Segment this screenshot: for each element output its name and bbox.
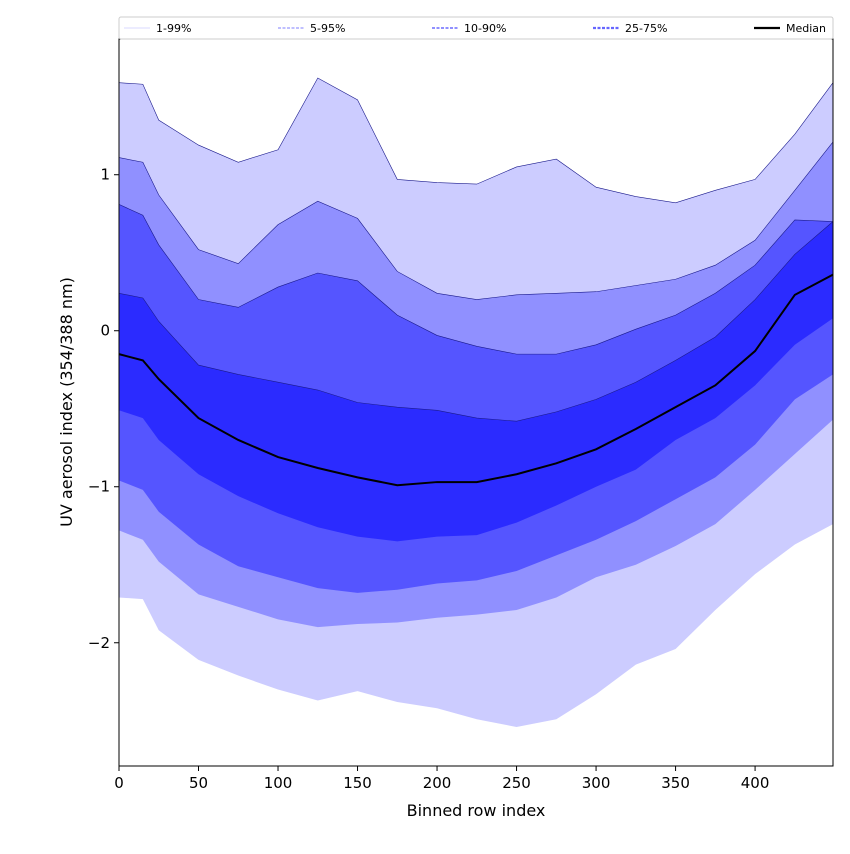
legend-label: 1-99% bbox=[156, 22, 191, 35]
x-axis: 0 50 100 150 200 250 300 350 400 bbox=[114, 766, 769, 792]
x-axis-label: Binned row index bbox=[407, 801, 546, 820]
y-axis: −2 −1 0 1 bbox=[88, 166, 119, 652]
band-upper-edge-1-99% bbox=[118, 77, 834, 204]
band-upper-edge-10-90% bbox=[118, 204, 834, 355]
x-tick-label: 300 bbox=[582, 774, 611, 792]
x-tick-label: 0 bbox=[114, 774, 124, 792]
median-line bbox=[118, 273, 834, 487]
legend: 1-99% 5-95% 10-90% 25-75% Median bbox=[118, 16, 834, 40]
x-tick-label: 400 bbox=[741, 774, 770, 792]
y-tick-label: 0 bbox=[100, 322, 110, 340]
x-tick-label: 100 bbox=[264, 774, 293, 792]
y-tick-label: 1 bbox=[100, 166, 110, 184]
legend-label: 5-95% bbox=[310, 22, 345, 35]
x-tick-label: 200 bbox=[423, 774, 452, 792]
band-upper-edge-25-75% bbox=[118, 221, 834, 422]
y-axis-label: UV aerosol index (354/388 nm) bbox=[57, 277, 76, 527]
y-tick-label: −1 bbox=[88, 478, 110, 496]
x-tick-label: 150 bbox=[343, 774, 372, 792]
legend-label: 10-90% bbox=[464, 22, 506, 35]
legend-label: Median bbox=[786, 22, 826, 35]
median-line-group bbox=[118, 273, 834, 487]
x-tick-label: 50 bbox=[189, 774, 208, 792]
percentile-bands bbox=[118, 77, 834, 727]
legend-box bbox=[118, 16, 834, 40]
x-tick-label: 350 bbox=[661, 774, 690, 792]
y-tick-label: −2 bbox=[88, 634, 110, 652]
x-tick-label: 250 bbox=[502, 774, 531, 792]
band-25-75% bbox=[119, 221, 833, 542]
legend-label: 25-75% bbox=[625, 22, 667, 35]
band-upper-edge-5-95% bbox=[118, 141, 834, 300]
